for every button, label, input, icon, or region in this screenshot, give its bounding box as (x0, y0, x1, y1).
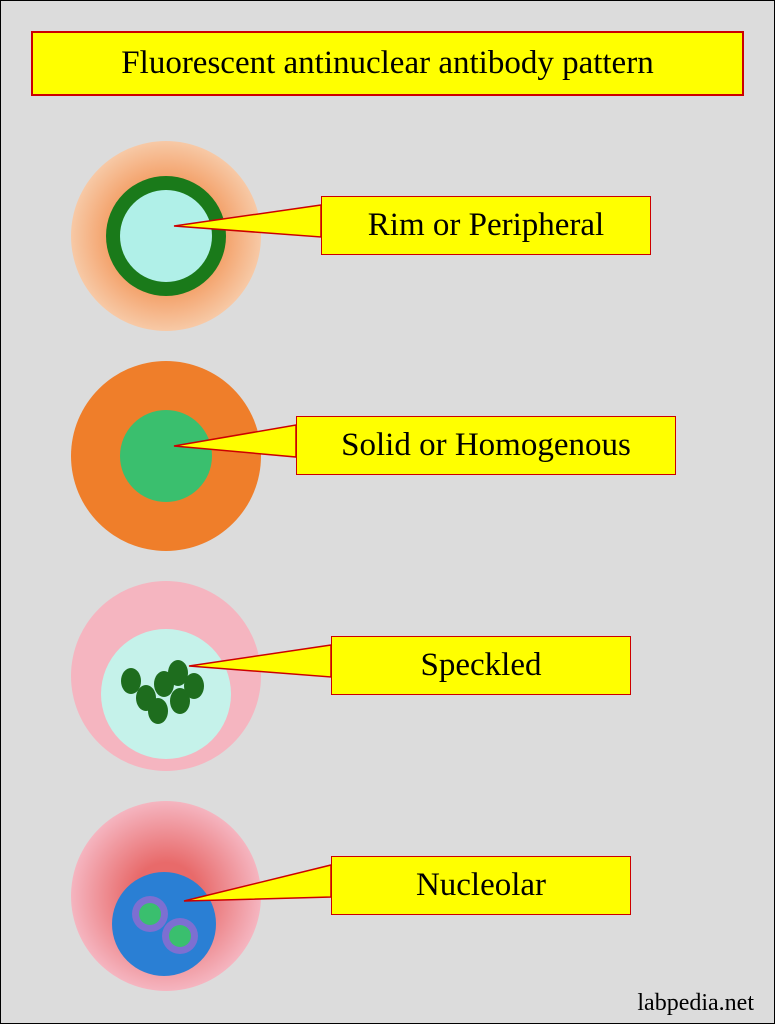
label-rim: Rim or Peripheral (321, 196, 651, 255)
cell-rim (71, 141, 261, 331)
attribution-text: labpedia.net (637, 990, 754, 1017)
label-nucleolar: Nucleolar (331, 856, 631, 915)
cell-rim-svg (71, 141, 261, 331)
cell-nucleolar-svg (71, 801, 261, 991)
label-speckled: Speckled (331, 636, 631, 695)
cell-solid-svg (71, 361, 261, 551)
cell-solid (71, 361, 261, 551)
diagram-title: Fluorescent antinuclear antibody pattern (31, 31, 744, 96)
cell-speckled-svg (71, 581, 261, 771)
label-solid: Solid or Homogenous (296, 416, 676, 475)
cell-nucleolar (71, 801, 261, 991)
cell-speckled (71, 581, 261, 771)
